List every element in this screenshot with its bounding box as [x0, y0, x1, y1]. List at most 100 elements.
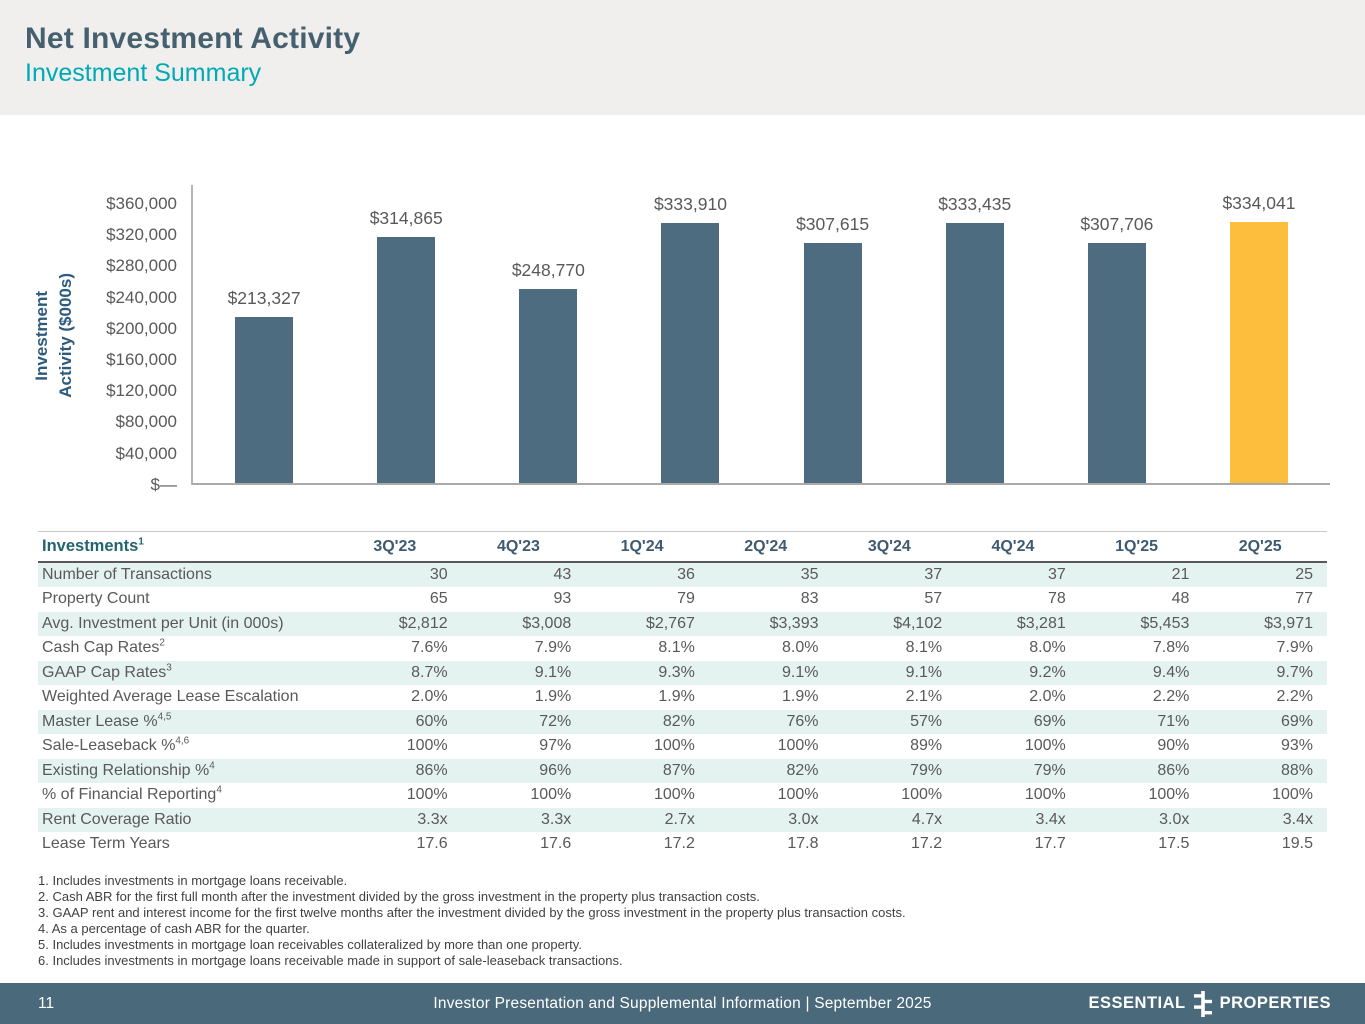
table-cell: 76% — [786, 712, 819, 730]
logo-text-properties: PROPERTIES — [1219, 994, 1331, 1012]
table-row: Sale-Leaseback %4,6 100% 97% 100% 100% 89% 100… — [38, 734, 1327, 759]
table-row: Property Count 65 93 79 83 57 78 48 77 — [38, 587, 1327, 612]
table-cell: 4.7x — [911, 810, 943, 828]
table-row: Master Lease %4,5 60% 72% 82% 76% 57% 69% 71% 69… — [38, 709, 1327, 734]
bar-slot: $314,865 — [335, 185, 477, 483]
table-cell: 17.7 — [1034, 835, 1066, 853]
table-cell: 17.5 — [1158, 835, 1190, 853]
table-cell: 37 — [1047, 566, 1066, 583]
table-row: Lease Term Years 17.6 17.6 17.2 17.8 17.2 17.7… — [38, 832, 1327, 857]
table-cell: 100% — [406, 737, 448, 755]
bar-slot: $333,910 — [619, 185, 761, 483]
table-row: Number of Transactions 30 43 36 35 37 37 21 25 — [38, 562, 1327, 587]
bar-slot: $307,615 — [762, 185, 904, 483]
y-axis-tick: $280,000 — [106, 256, 177, 276]
investment-activity-chart: Investment Activity ($000s) $360,000 $320… — [25, 185, 1330, 494]
table-cell: 100% — [1024, 786, 1066, 804]
table-cell: 9.1% — [905, 663, 943, 681]
table-cell: 72% — [539, 712, 572, 730]
table-cell: 57 — [924, 590, 943, 608]
page-title: Net Investment Activity — [25, 22, 361, 55]
table-cell: 3.0x — [788, 810, 819, 828]
footnote-ref: 4 — [209, 760, 215, 772]
column-header-2Q'25: 2Q'25 — [1203, 531, 1327, 563]
table-cell: 3.3x — [417, 810, 448, 828]
table-cell: 100% — [1024, 737, 1066, 755]
table-cell: 37 — [924, 566, 943, 583]
table-cell: 82% — [662, 712, 695, 730]
column-header-1Q'24: 1Q'24 — [585, 531, 709, 563]
row-label: Master Lease %4,5 — [42, 711, 172, 730]
table-cell: 2.0% — [1029, 688, 1066, 706]
row-label: Weighted Average Lease Escalation — [42, 688, 299, 706]
footnote: 3. GAAP rent and interest income for the… — [38, 904, 906, 920]
table-cell: 69% — [1280, 712, 1313, 730]
bar-value-label: $314,865 — [369, 208, 443, 229]
investments-table: Investments1 3Q'23 4Q'23 1Q'24 2Q'24 3Q'24 4Q… — [38, 531, 1327, 857]
table-cell: 93% — [1280, 737, 1313, 755]
footnotes: 1. Includes investments in mortgage loan… — [38, 873, 1365, 970]
table-cell: 100% — [901, 786, 943, 804]
y-axis-ticks: $360,000 $320,000 $280,000 $240,000 $200,000… — [83, 185, 191, 494]
essential-properties-logo-icon — [1193, 990, 1212, 1017]
table-title-text: Investments — [42, 537, 139, 555]
table-cell: 2.1% — [905, 688, 943, 706]
y-axis-tick: $200,000 — [106, 318, 177, 338]
table-cell: 69% — [1033, 712, 1066, 730]
table-cell: 30 — [429, 566, 448, 583]
table-cell: 83 — [800, 590, 819, 608]
table-cell: 7.6% — [411, 639, 448, 657]
footnote: 5. Includes investments in mortgage loan… — [38, 936, 582, 952]
table-cell: 7.9% — [534, 639, 572, 657]
row-label: Existing Relationship %4 — [42, 760, 215, 779]
table-cell: 1.9% — [658, 688, 695, 706]
row-label: Lease Term Years — [42, 835, 170, 853]
table-cell: 2.7x — [664, 810, 695, 828]
table-cell: 82% — [786, 761, 819, 779]
table-cell: $3,393 — [769, 614, 819, 632]
table-cell: $2,812 — [398, 614, 448, 632]
y-axis-tick: $120,000 — [106, 381, 177, 401]
table-cell: 3.0x — [1159, 810, 1190, 828]
table-cell: 77 — [1295, 590, 1313, 608]
bar-3Q'24 — [803, 243, 862, 483]
table-cell: 9.3% — [658, 663, 695, 681]
table-cell: 100% — [777, 737, 819, 755]
table-cell: 2.0% — [411, 688, 448, 706]
table-cell: 36 — [677, 566, 695, 583]
y-axis-title-text: Investment Activity ($000s) — [32, 272, 75, 398]
row-label: Cash Cap Rates2 — [42, 637, 165, 657]
bar-value-label: $213,327 — [227, 287, 301, 308]
table-header-row: Investments1 3Q'23 4Q'23 1Q'24 2Q'24 3Q'24 4Q… — [38, 531, 1327, 563]
y-axis-tick: $40,000 — [115, 443, 177, 463]
essential-properties-logo: ESSENTIAL PROPERTIES — [1089, 990, 1331, 1017]
table-cell: 100% — [777, 786, 819, 804]
column-header-3Q'23: 3Q'23 — [338, 531, 462, 563]
table-cell: $2,767 — [645, 614, 695, 632]
table-cell: 8.0% — [782, 639, 819, 657]
table-cell: 79% — [1033, 761, 1066, 779]
bar-value-label: $307,615 — [796, 214, 870, 235]
table-cell: 100% — [653, 786, 695, 804]
table-cell: 65 — [429, 590, 448, 608]
investments-table-wrap: Investments1 3Q'23 4Q'23 1Q'24 2Q'24 3Q'24 4Q… — [38, 531, 1327, 857]
table-cell: 100% — [1148, 786, 1190, 804]
table-title: Investments1 — [38, 531, 338, 563]
table-cell: 21 — [1171, 566, 1190, 583]
table-cell: 89% — [910, 737, 943, 755]
table-cell: 43 — [553, 566, 572, 583]
bar-4Q'24 — [945, 222, 1004, 483]
y-axis-tick: $240,000 — [106, 287, 177, 307]
y-axis-tick: $80,000 — [115, 412, 177, 432]
bar-1Q'25 — [1087, 243, 1146, 483]
y-axis-title: Investment Activity ($000s) — [25, 185, 83, 485]
page-subtitle: Investment Summary — [25, 59, 262, 87]
table-cell: 71% — [1157, 712, 1190, 730]
footnote: 6. Includes investments in mortgage loan… — [38, 953, 623, 969]
table-row: Existing Relationship %4 86% 96% 87% 82% 79% 7… — [38, 758, 1327, 783]
y-axis-tick: $160,000 — [106, 350, 177, 369]
table-cell: 8.0% — [1029, 639, 1066, 657]
row-label: Number of Transactions — [42, 566, 212, 583]
table-cell: 90% — [1157, 737, 1190, 755]
column-header-4Q'23: 4Q'23 — [461, 531, 586, 563]
